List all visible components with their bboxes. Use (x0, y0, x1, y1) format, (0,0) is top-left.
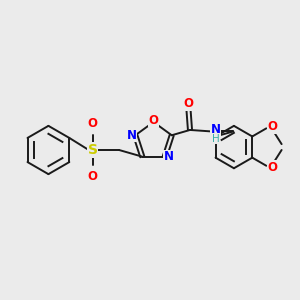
Text: O: O (88, 117, 98, 130)
Text: S: S (88, 143, 98, 157)
Text: N: N (164, 150, 174, 163)
Text: O: O (184, 97, 194, 110)
Text: N: N (127, 129, 136, 142)
Text: O: O (88, 170, 98, 183)
Text: O: O (268, 161, 278, 174)
Text: N: N (211, 124, 221, 136)
Text: O: O (268, 120, 278, 134)
Text: O: O (148, 114, 158, 127)
Text: H: H (212, 134, 220, 144)
